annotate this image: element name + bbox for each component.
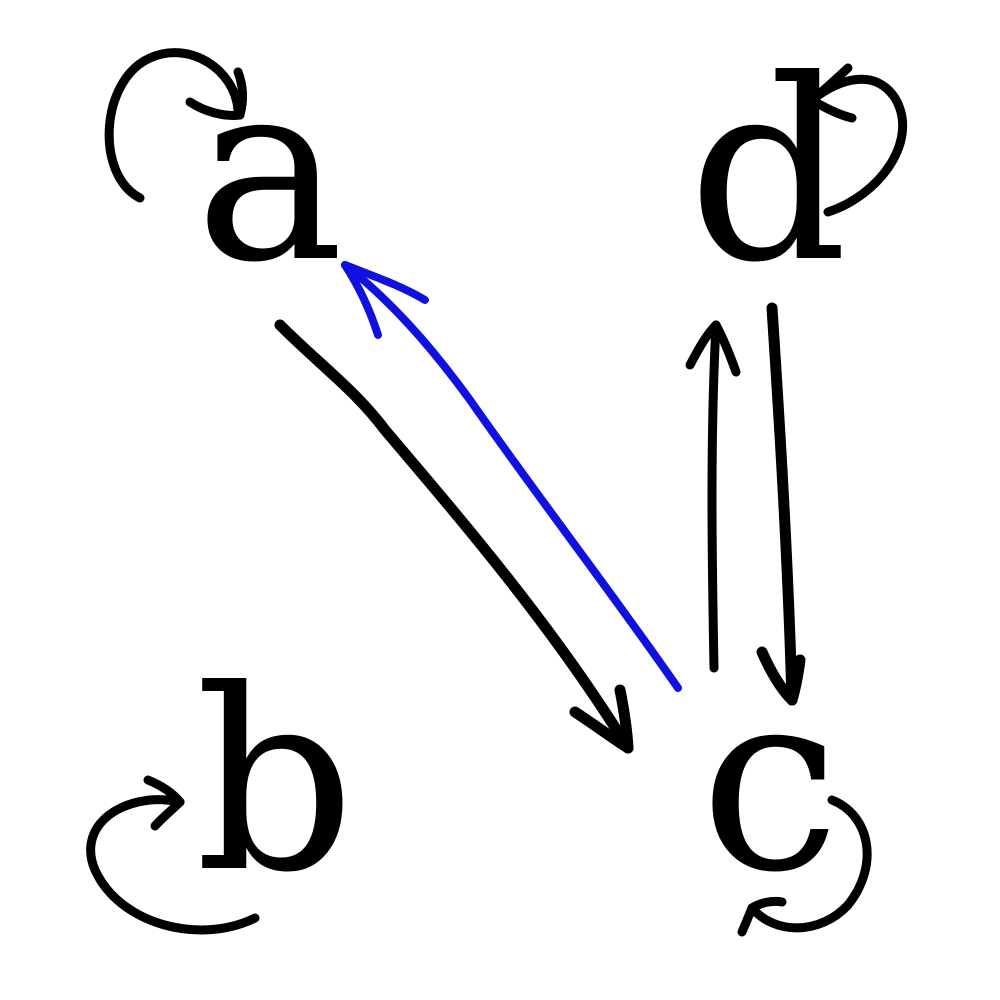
edge-c-to-c-self-loop [737,795,872,937]
edge-a-to-c [274,319,634,754]
edge-a-to-a-self-loop [104,48,247,203]
node-d-label: d [688,26,848,317]
edge-c-to-a-highlighted [341,261,682,692]
node-c-label: c [700,636,840,927]
edge-d-to-c [756,302,806,706]
edge-d-to-d-self-loop [807,63,908,217]
node-b-label: b [195,636,355,927]
edge-b-to-b-self-loop [86,775,260,935]
edge-c-to-d [685,320,741,673]
